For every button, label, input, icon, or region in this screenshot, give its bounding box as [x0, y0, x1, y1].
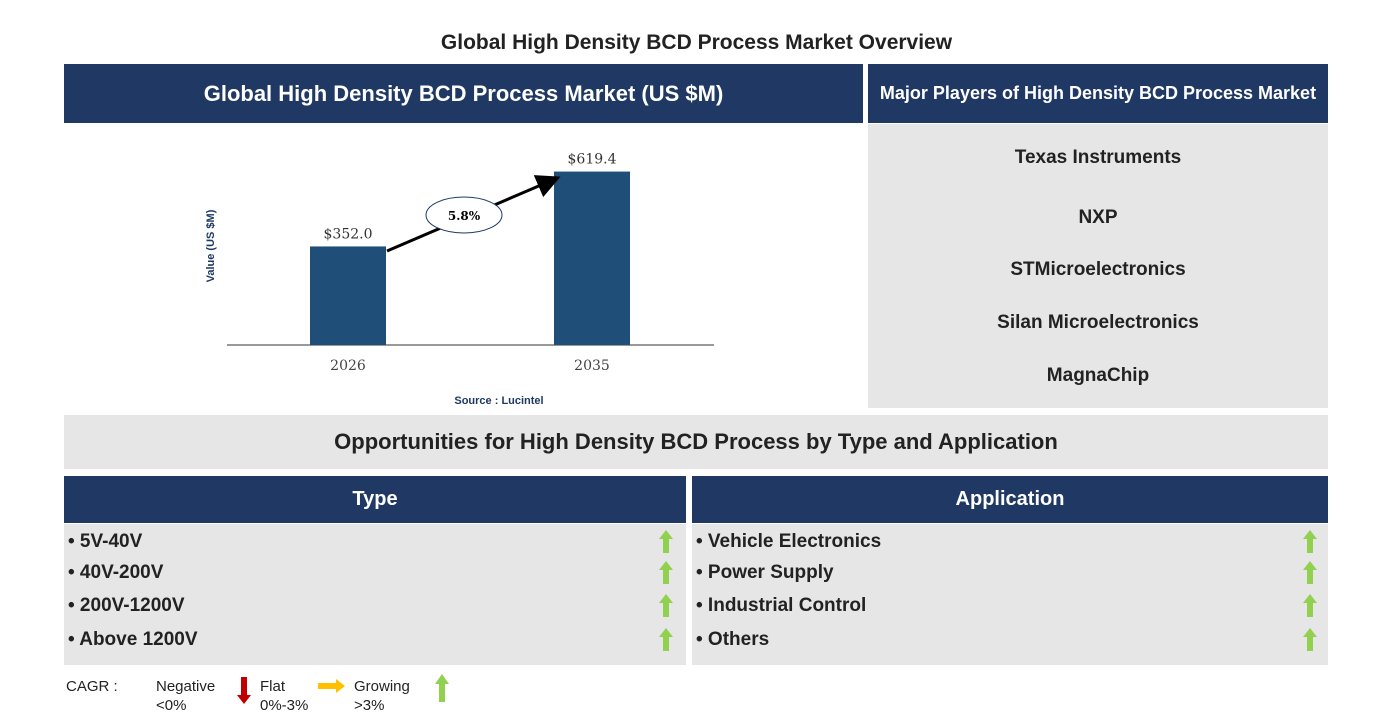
- application-item: • Power Supply: [696, 562, 834, 583]
- type-item: • 5V-40V: [68, 531, 143, 552]
- up-arrow-icon: [435, 674, 449, 702]
- growing-arrow-icon: [659, 594, 673, 617]
- player-item: Silan Microelectronics: [997, 312, 1199, 333]
- type-item: • 40V-200V: [68, 562, 164, 583]
- bar-2026: [310, 246, 386, 345]
- players-panel: [868, 124, 1328, 408]
- application-item: • Others: [696, 629, 770, 650]
- players-header: Major Players of High Density BCD Proces…: [868, 64, 1328, 123]
- application-header: Application: [692, 476, 1328, 523]
- player-item: STMicroelectronics: [1010, 259, 1186, 280]
- legend-negative: Negative: [156, 678, 216, 695]
- type-item: • Above 1200V: [68, 629, 198, 650]
- application-list: [692, 524, 1328, 665]
- cagr-ellipse: [425, 196, 503, 234]
- growing-arrow-icon: [1303, 594, 1317, 617]
- growing-arrow-icon: [1303, 628, 1317, 651]
- legend-negative-range: <0%: [156, 697, 187, 714]
- legend-flat-range: 0%-3%: [260, 697, 309, 714]
- growing-arrow-icon: [659, 530, 673, 553]
- page-title: Global High Density BCD Process Market O…: [440, 31, 953, 54]
- down-arrow-icon: [237, 677, 251, 704]
- application-item: • Industrial Control: [696, 595, 867, 616]
- legend-growing: Growing: [354, 678, 410, 695]
- application-item: • Vehicle Electronics: [696, 531, 882, 552]
- right-arrow-icon: [318, 679, 345, 693]
- y-axis-label: Value (US $M): [205, 209, 217, 282]
- growing-arrow-icon: [659, 561, 673, 584]
- player-item: NXP: [1078, 207, 1118, 228]
- x-tick-label: 2026: [330, 358, 366, 374]
- cagr-annotation: 5.8%: [448, 209, 481, 223]
- growing-arrow-icon: [1303, 561, 1317, 584]
- x-tick-label: 2035: [574, 358, 610, 374]
- legend-label: CAGR :: [66, 678, 118, 695]
- bar-2035: [554, 171, 630, 345]
- type-header: Type: [64, 476, 686, 523]
- data-label: $619.4: [568, 152, 617, 168]
- legend-growing-range: >3%: [354, 697, 385, 714]
- player-item: MagnaChip: [1046, 365, 1150, 386]
- source-label: Source : Lucintel: [454, 395, 543, 407]
- player-item: Texas Instruments: [1014, 147, 1182, 168]
- growing-arrow-icon: [659, 628, 673, 651]
- type-item: • 200V-1200V: [68, 595, 185, 616]
- data-label: $352.0: [324, 226, 373, 242]
- opportunities-header: Opportunities for High Density BCD Proce…: [64, 415, 1328, 469]
- type-list: [64, 524, 686, 665]
- chart-header: Global High Density BCD Process Market (…: [64, 64, 863, 123]
- growing-arrow-icon: [1303, 530, 1317, 553]
- legend-flat: Flat: [260, 678, 286, 695]
